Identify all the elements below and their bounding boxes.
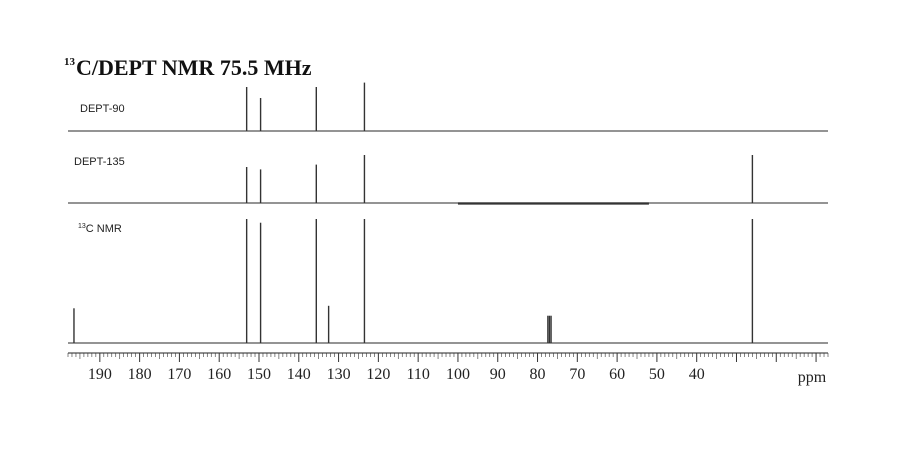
x-tick-label-160: 160 — [207, 366, 231, 383]
x-axis-unit-label: ppm — [798, 369, 827, 386]
x-tick-label-120: 120 — [366, 366, 390, 383]
x-tick-label-40: 40 — [689, 366, 705, 383]
x-tick-label-100: 100 — [446, 366, 470, 383]
x-tick-label-90: 90 — [490, 366, 506, 383]
panel-label-dept90: DEPT-90 — [80, 103, 125, 115]
x-tick-label-190: 190 — [88, 366, 112, 383]
x-tick-label-130: 130 — [327, 366, 351, 383]
title-superscript: 13 — [64, 56, 75, 68]
panel-label-13c: 13C NMR — [78, 223, 122, 235]
x-tick-label-70: 70 — [569, 366, 585, 383]
x-tick-label-150: 150 — [247, 366, 271, 383]
panel-label-dept135: DEPT-135 — [74, 156, 125, 168]
x-tick-label-60: 60 — [609, 366, 625, 383]
x-tick-label-170: 170 — [167, 366, 191, 383]
chart-title: 13C/DEPT NMR 75.5 MHz — [64, 55, 311, 81]
title-main: C/DEPT NMR 75.5 MHz — [76, 55, 312, 80]
x-tick-label-110: 110 — [406, 366, 429, 383]
x-tick-label-50: 50 — [649, 366, 665, 383]
x-tick-label-80: 80 — [530, 366, 546, 383]
x-tick-label-180: 180 — [128, 366, 152, 383]
x-tick-label-140: 140 — [287, 366, 311, 383]
